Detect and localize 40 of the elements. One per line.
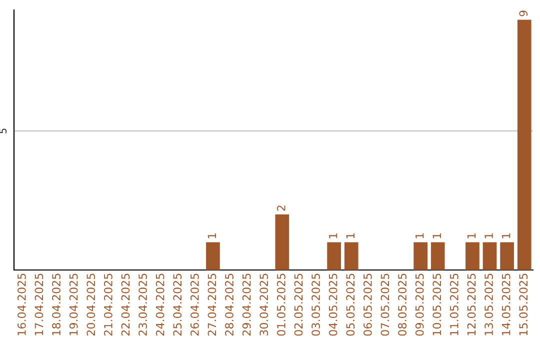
data-label: 1 xyxy=(346,233,354,238)
x-tick-label: 16.04.2025 xyxy=(17,274,26,336)
data-label: 1 xyxy=(432,233,441,238)
data-label: 1 xyxy=(329,233,338,238)
x-tick-label: 05.05.2025 xyxy=(346,274,355,336)
x-tick-label: 29.04.2025 xyxy=(242,274,251,336)
x-tick-label: 26.04.2025 xyxy=(190,274,199,336)
x-tick-label: 14.05.2025 xyxy=(502,274,510,336)
x-tick-label: 13.05.2025 xyxy=(484,274,493,336)
data-label: 1 xyxy=(467,233,476,238)
x-tick-label: 28.04.2025 xyxy=(225,274,234,336)
x-tick-label: 01.05.2025 xyxy=(276,274,286,336)
x-tick-label: 21.04.2025 xyxy=(104,274,112,336)
data-label: 2 xyxy=(276,206,286,211)
data-label: 1 xyxy=(484,233,493,238)
x-tick-label: 09.05.2025 xyxy=(415,274,424,336)
x-tick-label: 27.04.2025 xyxy=(208,274,216,336)
x-tick-label: 25.04.2025 xyxy=(173,274,182,336)
x-tick-label: 07.05.2025 xyxy=(380,274,390,336)
x-tick-label: 30.04.2025 xyxy=(260,274,268,336)
x-tick-label: 22.04.2025 xyxy=(121,274,130,336)
x-tick-label: 11.05.2025 xyxy=(450,274,458,336)
x-tick-label: 18.04.2025 xyxy=(52,274,60,336)
x-tick-label: 03.05.2025 xyxy=(312,274,320,336)
x-tick-label: 24.04.2025 xyxy=(156,274,164,336)
data-label: 9 xyxy=(519,10,528,16)
data-label: 1 xyxy=(208,233,216,238)
x-tick-label: 10.05.2025 xyxy=(432,274,442,336)
x-tick-label: 20.04.2025 xyxy=(86,274,96,336)
x-tick-label: 19.04.2025 xyxy=(69,274,78,336)
x-tick-label: 04.05.2025 xyxy=(328,274,338,336)
x-tick-label: 15.05.2025 xyxy=(519,274,528,336)
x-tick-label: 17.04.2025 xyxy=(34,274,44,336)
data-label: 1 xyxy=(502,233,510,238)
x-tick-label: 06.05.2025 xyxy=(363,274,372,336)
x-tick-label: 08.05.2025 xyxy=(398,274,406,336)
data-label: 1 xyxy=(416,233,424,238)
x-tick-label: 23.04.2025 xyxy=(138,274,147,336)
x-tick-label: 02.05.2025 xyxy=(294,274,303,336)
x-tick-label: 12.05.2025 xyxy=(467,274,476,336)
